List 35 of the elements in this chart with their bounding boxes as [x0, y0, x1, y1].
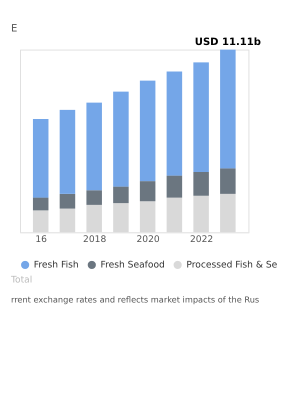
bar [32, 198, 48, 210]
bar [166, 72, 182, 176]
bar [32, 210, 48, 232]
bar [113, 186, 129, 204]
bar [113, 203, 129, 232]
bar [220, 194, 236, 232]
bar [166, 198, 182, 232]
bar [220, 50, 236, 168]
legend-label: Fresh Fish [34, 260, 79, 271]
x-tick-label: 2022 [190, 234, 214, 245]
x-tick-label: 16 [35, 234, 48, 245]
bar [140, 201, 156, 232]
bar [86, 102, 102, 190]
legend-label: Fresh Seafood [100, 260, 165, 271]
chart-title: E [10, 23, 18, 34]
bar [60, 208, 76, 232]
bar [60, 194, 76, 209]
bar [32, 119, 48, 198]
bar [193, 62, 209, 172]
bar [60, 110, 76, 194]
bar [86, 204, 102, 232]
total-label: USD 11.11b [194, 37, 261, 48]
bar [140, 181, 156, 202]
bar [193, 172, 209, 196]
x-tick-label: 2020 [136, 234, 160, 245]
text: Total [10, 276, 32, 286]
bar [86, 190, 102, 205]
x-tick-label: 2018 [83, 234, 106, 245]
text: rrent exchange rates and reflects market impacts of the Rus [10, 294, 260, 305]
bar [140, 80, 156, 182]
bar [166, 176, 182, 198]
bar [113, 92, 129, 187]
bar [193, 196, 209, 232]
legend-label: Processed Fish & Se [186, 260, 278, 271]
bar [220, 168, 236, 194]
